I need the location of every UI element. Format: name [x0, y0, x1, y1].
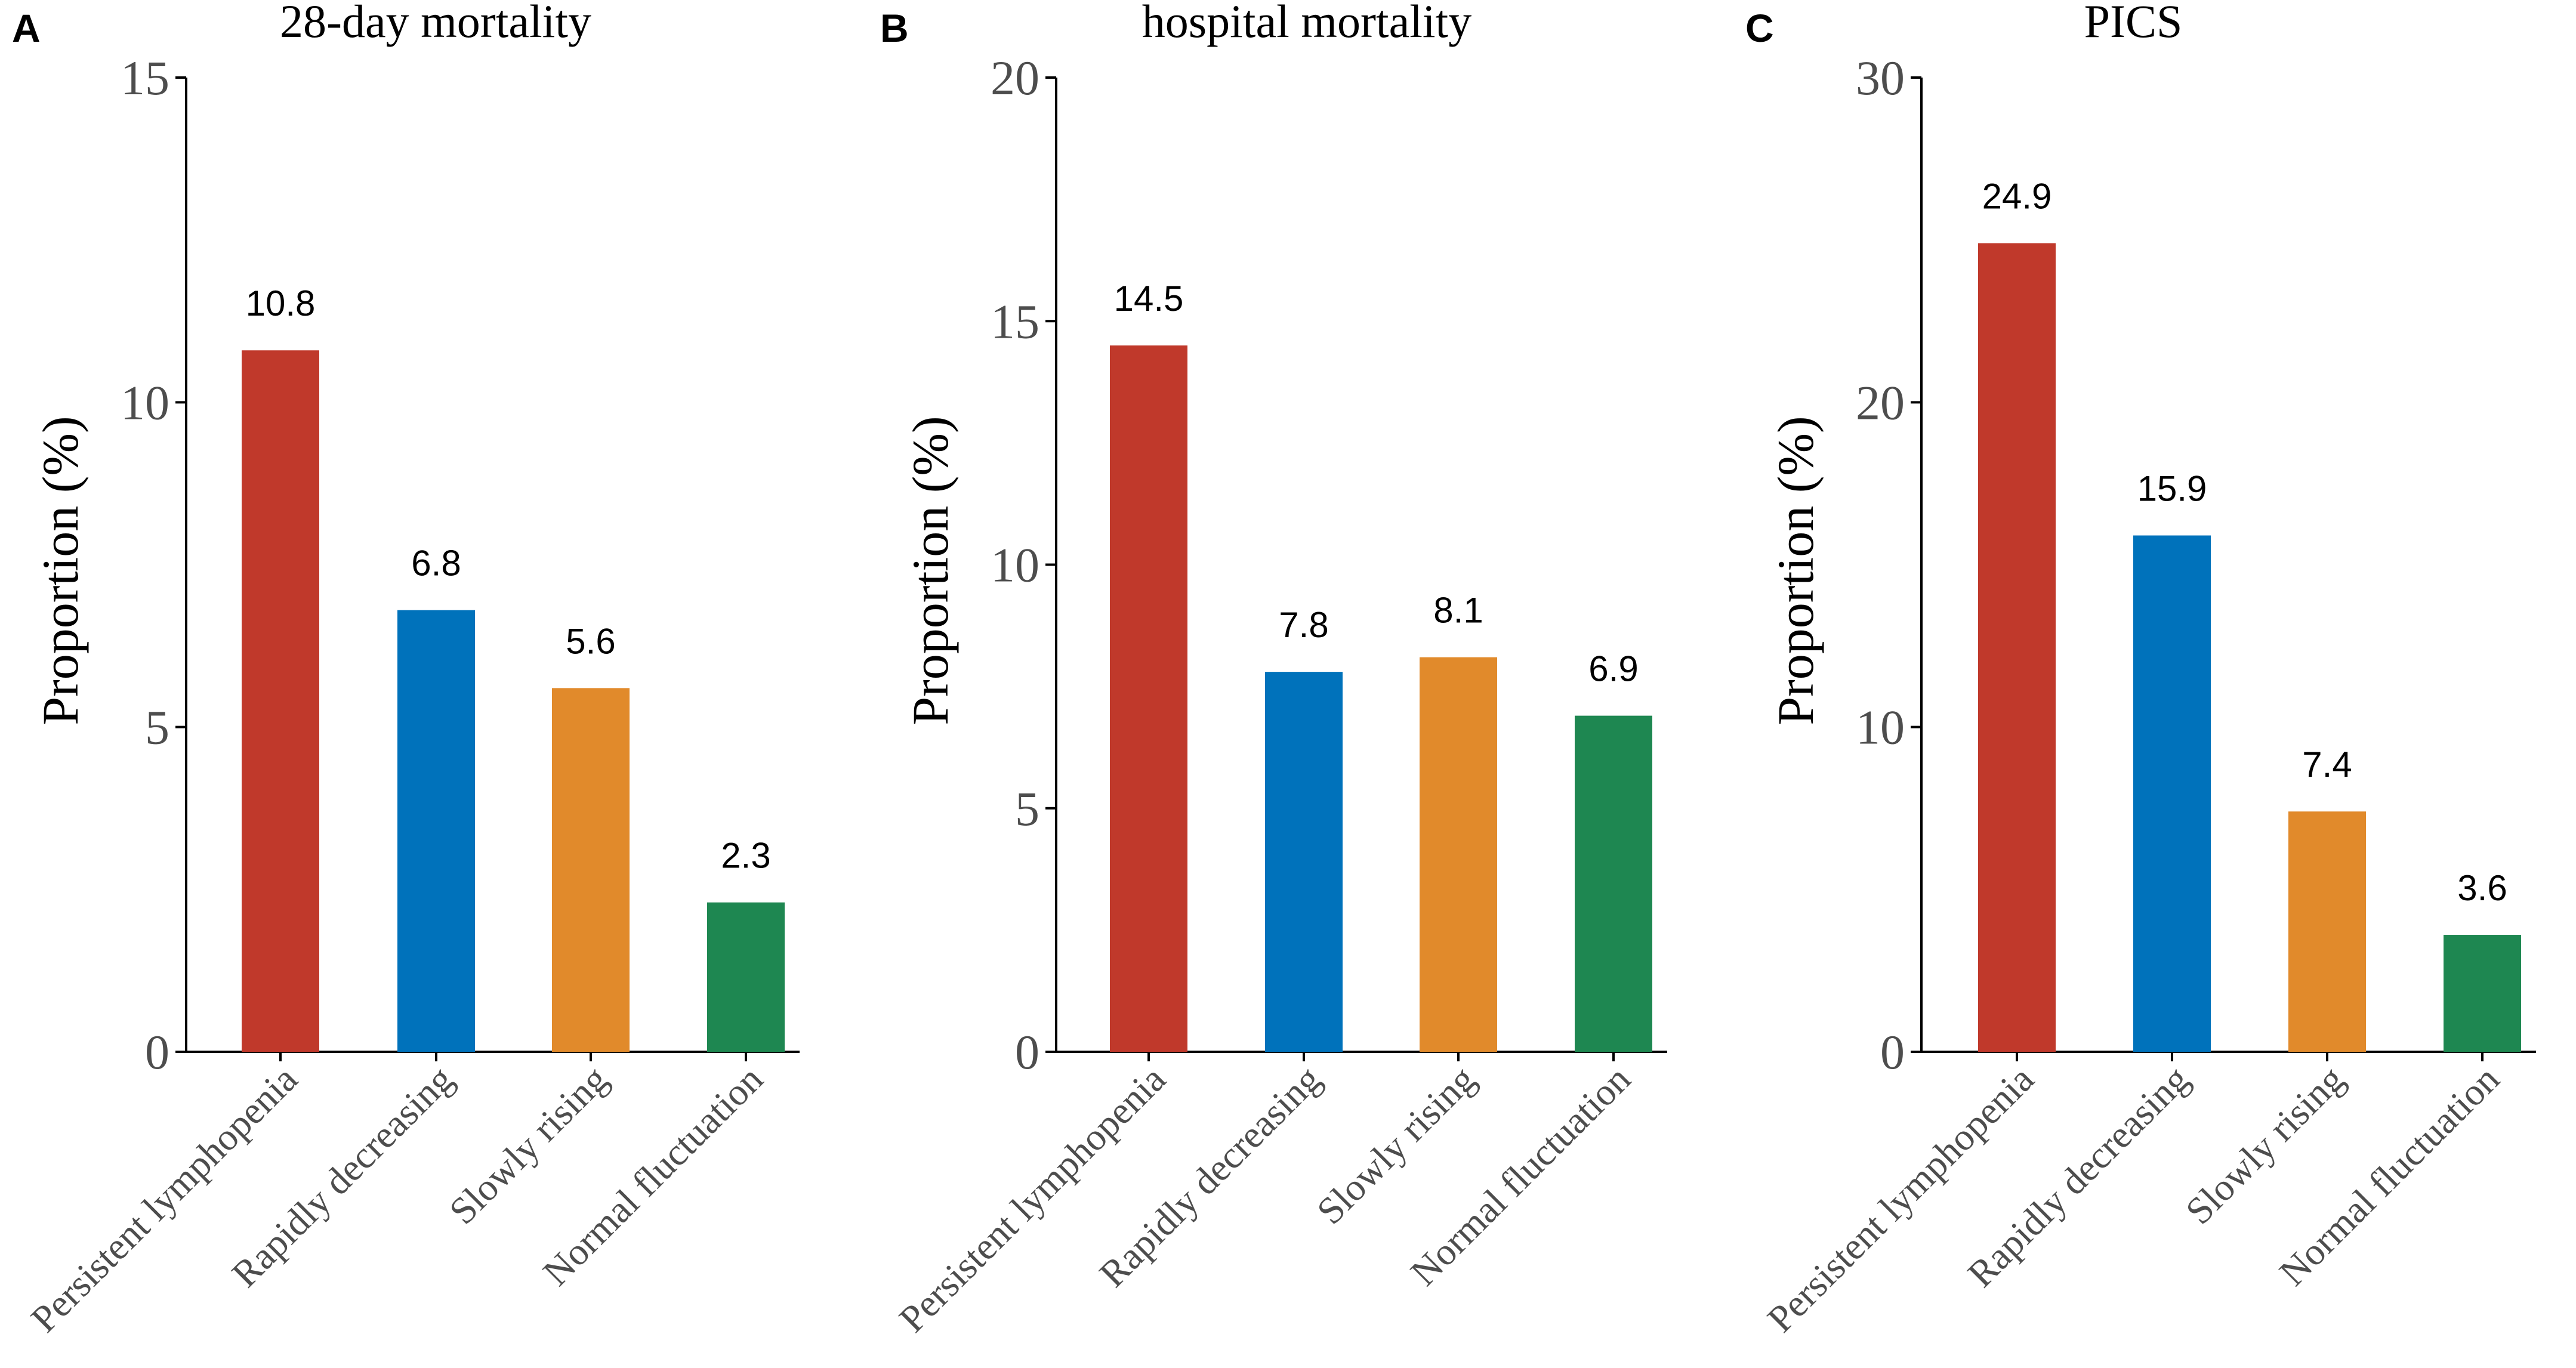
bar	[2288, 811, 2366, 1052]
panel-letter: A	[12, 6, 41, 50]
y-tick-label: 5	[1015, 782, 1039, 836]
panel-title: PICS	[2084, 0, 2183, 47]
data-label: 24.9	[1982, 177, 2052, 217]
y-tick-label: 20	[1856, 375, 1905, 430]
y-axis-label: Proportion (%)	[1767, 416, 1824, 725]
bar	[1420, 657, 1497, 1052]
y-tick-label: 10	[1856, 700, 1905, 755]
x-tick-label: Slowly rising	[2177, 1058, 2352, 1233]
data-label: 14.5	[1114, 279, 1184, 319]
x-tick-label: Slowly rising	[441, 1058, 616, 1233]
y-tick-label: 0	[145, 1025, 169, 1079]
y-tick-label: 0	[1880, 1025, 1905, 1079]
bar	[1575, 715, 1652, 1052]
bar	[1110, 345, 1187, 1052]
x-tick-label: Persistent lymphopenia	[1759, 1058, 2042, 1341]
x-tick-label: Persistent lymphopenia	[23, 1058, 306, 1341]
y-tick-label: 20	[991, 51, 1039, 105]
y-tick-label: 30	[1856, 51, 1905, 105]
data-label: 2.3	[721, 836, 770, 876]
data-label: 7.8	[1279, 605, 1328, 645]
y-tick-label: 5	[145, 700, 169, 755]
bar	[1265, 672, 1343, 1052]
data-label: 10.8	[246, 283, 316, 323]
y-tick-label: 15	[991, 294, 1039, 348]
bar	[552, 688, 630, 1052]
panel-a: A 28-day mortality 0 5 10 15 Proportion (%) 10.…	[12, 0, 800, 1340]
data-label: 3.6	[2457, 868, 2507, 908]
x-tick-label: Persistent lymphopenia	[891, 1058, 1174, 1341]
data-label: 8.1	[1433, 591, 1483, 631]
x-tick-label: Slowly rising	[1309, 1058, 1483, 1233]
bar	[2444, 935, 2521, 1052]
panel-title: hospital mortality	[1142, 0, 1471, 47]
data-label: 15.9	[2137, 469, 2207, 509]
panel-c: C PICS 0 10 20 30 Proportion (%) 24.9 Persistent…	[1745, 0, 2536, 1340]
data-label: 7.4	[2302, 745, 2352, 785]
bar	[2133, 535, 2211, 1052]
y-tick-label: 10	[991, 538, 1039, 592]
y-axis-label: Proportion (%)	[32, 416, 89, 725]
bar	[397, 610, 475, 1052]
y-tick-label: 10	[121, 375, 169, 430]
bar	[1978, 243, 2056, 1052]
bar	[707, 902, 785, 1052]
data-label: 6.8	[411, 544, 461, 583]
data-label: 6.9	[1588, 649, 1638, 689]
data-label: 5.6	[566, 621, 615, 661]
panel-title: 28-day mortality	[280, 0, 591, 47]
panel-letter: B	[880, 6, 909, 50]
y-axis-label: Proportion (%)	[902, 416, 959, 725]
y-tick-label: 15	[121, 51, 169, 105]
y-tick-label: 0	[1015, 1025, 1039, 1079]
panel-letter: C	[1745, 6, 1774, 50]
bar	[242, 350, 319, 1052]
